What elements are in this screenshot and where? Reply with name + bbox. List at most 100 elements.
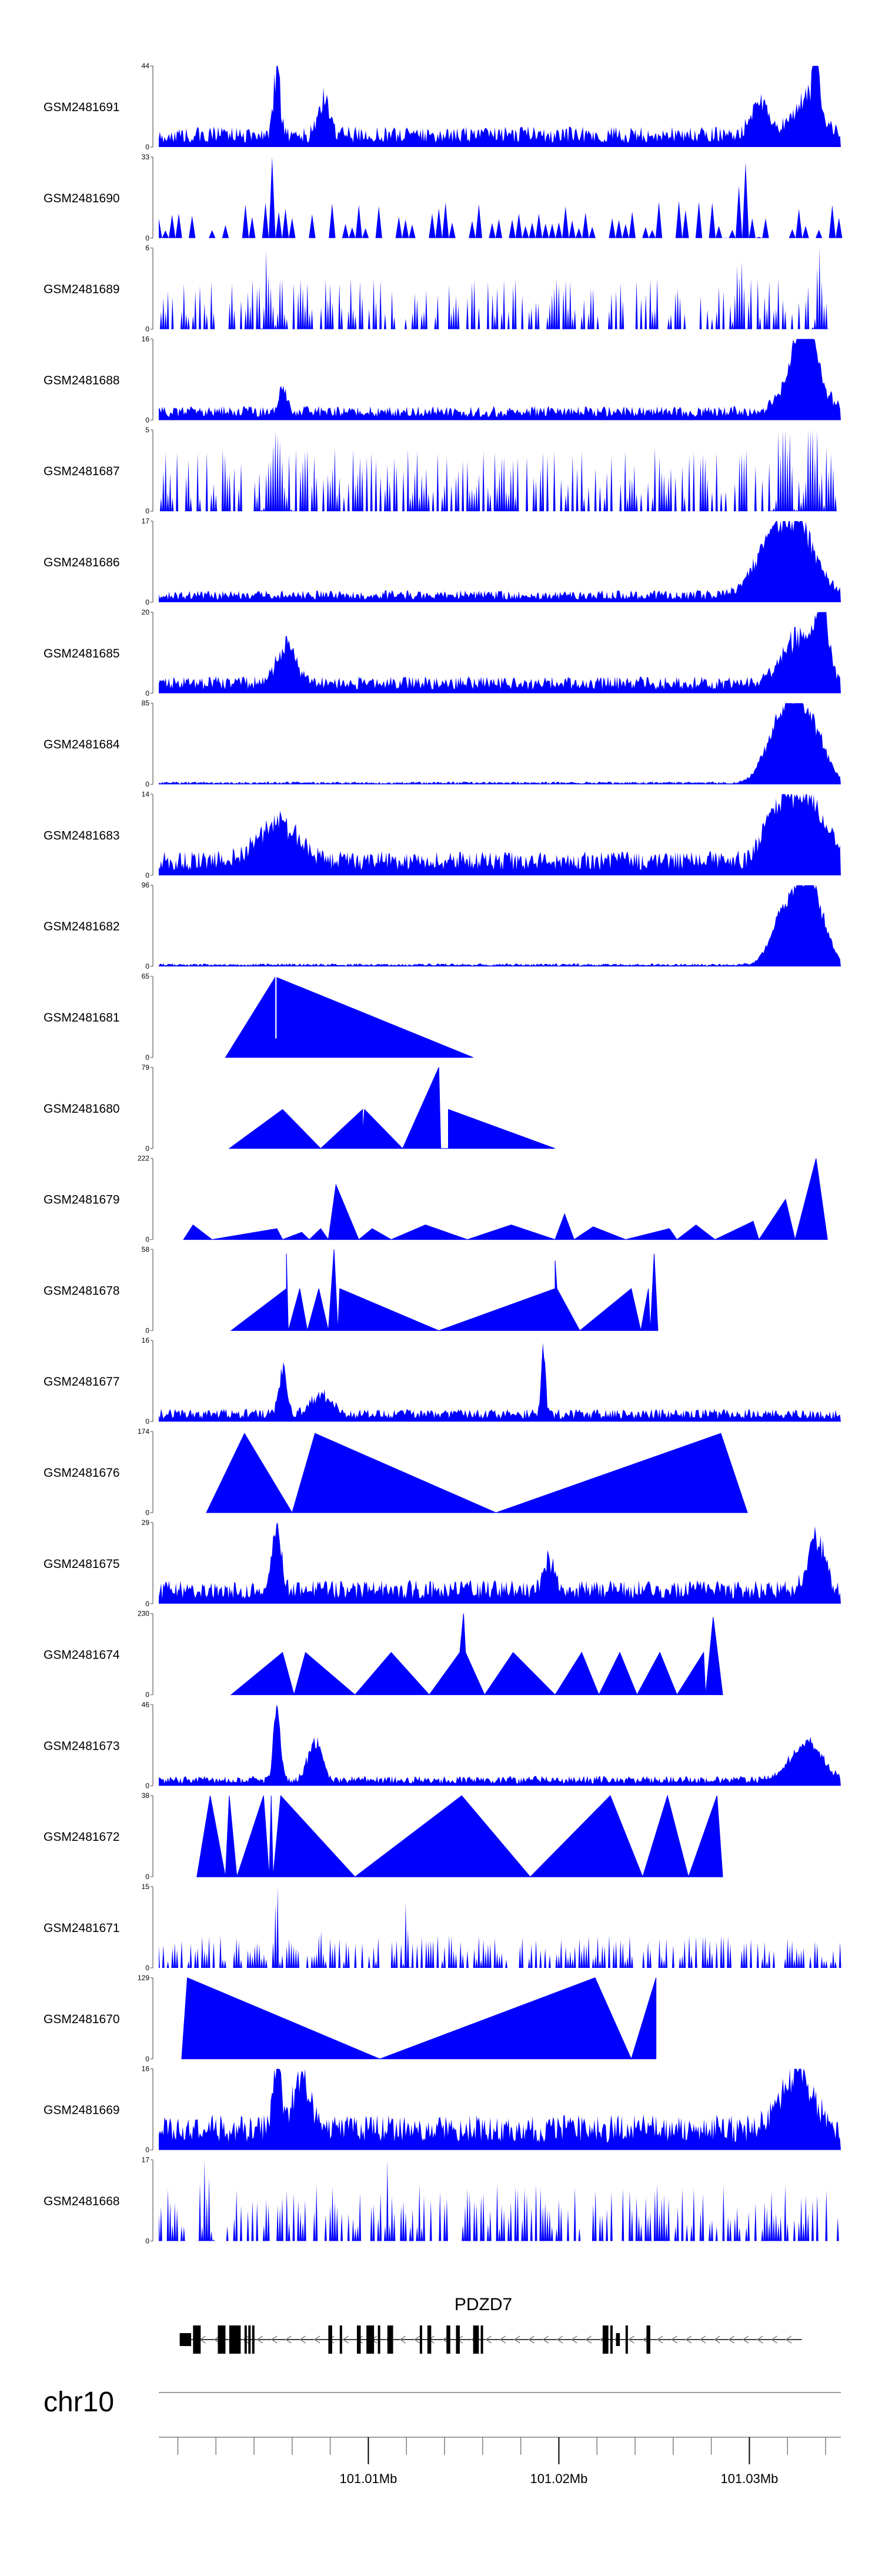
y-axis-max-label: 29 [142,1519,150,1527]
gene-exon [179,2333,192,2346]
chromosome-label: chr10 [44,2387,114,2418]
track-label: GSM2481678 [44,1284,120,1297]
gene-exon [602,2325,609,2354]
y-axis-min-label: 0 [145,1144,149,1153]
y-axis-min-label: 0 [145,507,149,515]
track-label: GSM2481677 [44,1375,120,1389]
strand-arrow [342,2335,349,2344]
track-label: GSM2481683 [44,829,120,842]
gene-exon [193,2325,201,2354]
signal-track: GSM2481669 16 0 [44,2065,841,2154]
gene-exon [366,2325,375,2354]
strand-arrow [285,2335,292,2344]
track-label: GSM2481690 [44,192,120,205]
signal-track: GSM2481671 15 0 [44,1883,841,1972]
signal-track: GSM2481676 174 0 [44,1427,748,1517]
y-axis-min-label: 0 [145,325,149,333]
gene-exon [356,2325,361,2354]
gene-exon [377,2325,380,2354]
coverage-area [230,1249,659,1332]
y-axis-max-label: 17 [142,2155,150,2164]
strand-arrow [585,2335,592,2344]
y-axis-max-label: 38 [142,1791,150,1800]
track-label: GSM2481686 [44,556,120,569]
y-axis-max-label: 16 [142,1336,150,1344]
signal-track: GSM2481691 44 0 [44,62,841,151]
gene-name-label: PDZD7 [455,2295,512,2314]
signal-track: GSM2481686 17 0 [44,517,841,606]
y-axis-max-label: 230 [138,1610,149,1618]
strand-arrow [513,2335,520,2344]
strand-arrow [628,2335,634,2344]
coverage-area [159,339,841,421]
strand-arrow [528,2335,534,2344]
signal-track: GSM2481682 96 0 [44,881,841,970]
signal-track: GSM2481675 29 0 [44,1519,841,1608]
coverage-area [181,1977,657,2060]
gene-exon [646,2325,650,2354]
coverage-area [159,703,841,785]
signal-track: GSM2481681 65 0 [44,972,473,1062]
track-label: GSM2481685 [44,647,120,660]
signal-track: GSM2481673 46 0 [44,1700,841,1790]
y-axis-min-label: 0 [145,1509,149,1517]
coverage-area [225,976,473,1058]
gene-model-track: PDZD7 [179,2295,802,2354]
y-axis-min-label: 0 [145,962,149,970]
signal-track: GSM2481680 79 0 [44,1063,556,1153]
track-label: GSM2481675 [44,1557,120,1571]
y-axis-min-label: 0 [145,1417,149,1426]
gene-exon [473,2325,479,2354]
strand-arrow [771,2335,778,2344]
track-label: GSM2481679 [44,1193,120,1207]
signal-track: GSM2481684 85 0 [44,699,841,789]
y-axis-max-label: 85 [142,699,150,708]
gene-exon [616,2333,620,2346]
y-axis-max-label: 15 [142,1883,150,1891]
strand-arrow [313,2335,320,2344]
strand-arrow [756,2335,763,2344]
track-label: GSM2481689 [44,283,120,296]
y-axis-max-label: 14 [142,790,150,798]
coverage-area [206,1433,748,1514]
y-axis-min-label: 0 [145,2237,149,2245]
y-axis-max-label: 16 [142,2065,150,2073]
track-label: GSM2481668 [44,2194,120,2208]
y-axis-max-label: 174 [138,1427,149,1436]
signal-track: GSM2481678 58 0 [44,1245,659,1334]
y-axis-min-label: 0 [145,1873,149,1881]
y-axis-max-label: 20 [142,608,150,616]
y-axis-min-label: 0 [145,416,149,424]
track-label: GSM2481670 [44,2013,120,2026]
coverage-area [159,1343,841,1422]
signal-track: GSM2481687 5 0 [44,426,841,515]
axis-tick-label: 101.03Mb [721,2471,779,2486]
track-label: GSM2481688 [44,373,120,387]
y-axis-max-label: 46 [142,1700,150,1709]
strand-arrow [785,2335,792,2344]
signal-track: GSM2481685 20 0 [44,608,841,698]
signal-track: GSM2481689 6 0 [44,244,841,333]
y-axis-min-label: 0 [145,871,149,879]
y-axis-max-label: 65 [142,972,150,980]
y-axis-max-label: 17 [142,517,150,525]
track-label: GSM2481687 [44,465,120,478]
strand-arrow [542,2335,549,2344]
strand-arrow [571,2335,577,2344]
strand-arrow [742,2335,749,2344]
strand-arrow [256,2335,263,2344]
axis-tick-label: 101.01Mb [339,2471,397,2486]
coverage-area [159,156,843,238]
track-label: GSM2481684 [44,738,120,752]
strand-arrow [399,2335,406,2344]
coverage-area [196,1794,723,1878]
strand-arrow [556,2335,563,2344]
signal-track: GSM2481683 14 0 [44,790,841,879]
signal-track: GSM2481670 129 0 [44,1974,657,2063]
coverage-area [159,2160,841,2241]
coverage-area [159,1704,841,1786]
coverage-area [159,430,841,512]
y-axis-max-label: 44 [142,62,150,70]
genome-axis-track: chr10 101.01Mb 101.02Mb 101.03Mb [44,2387,841,2486]
